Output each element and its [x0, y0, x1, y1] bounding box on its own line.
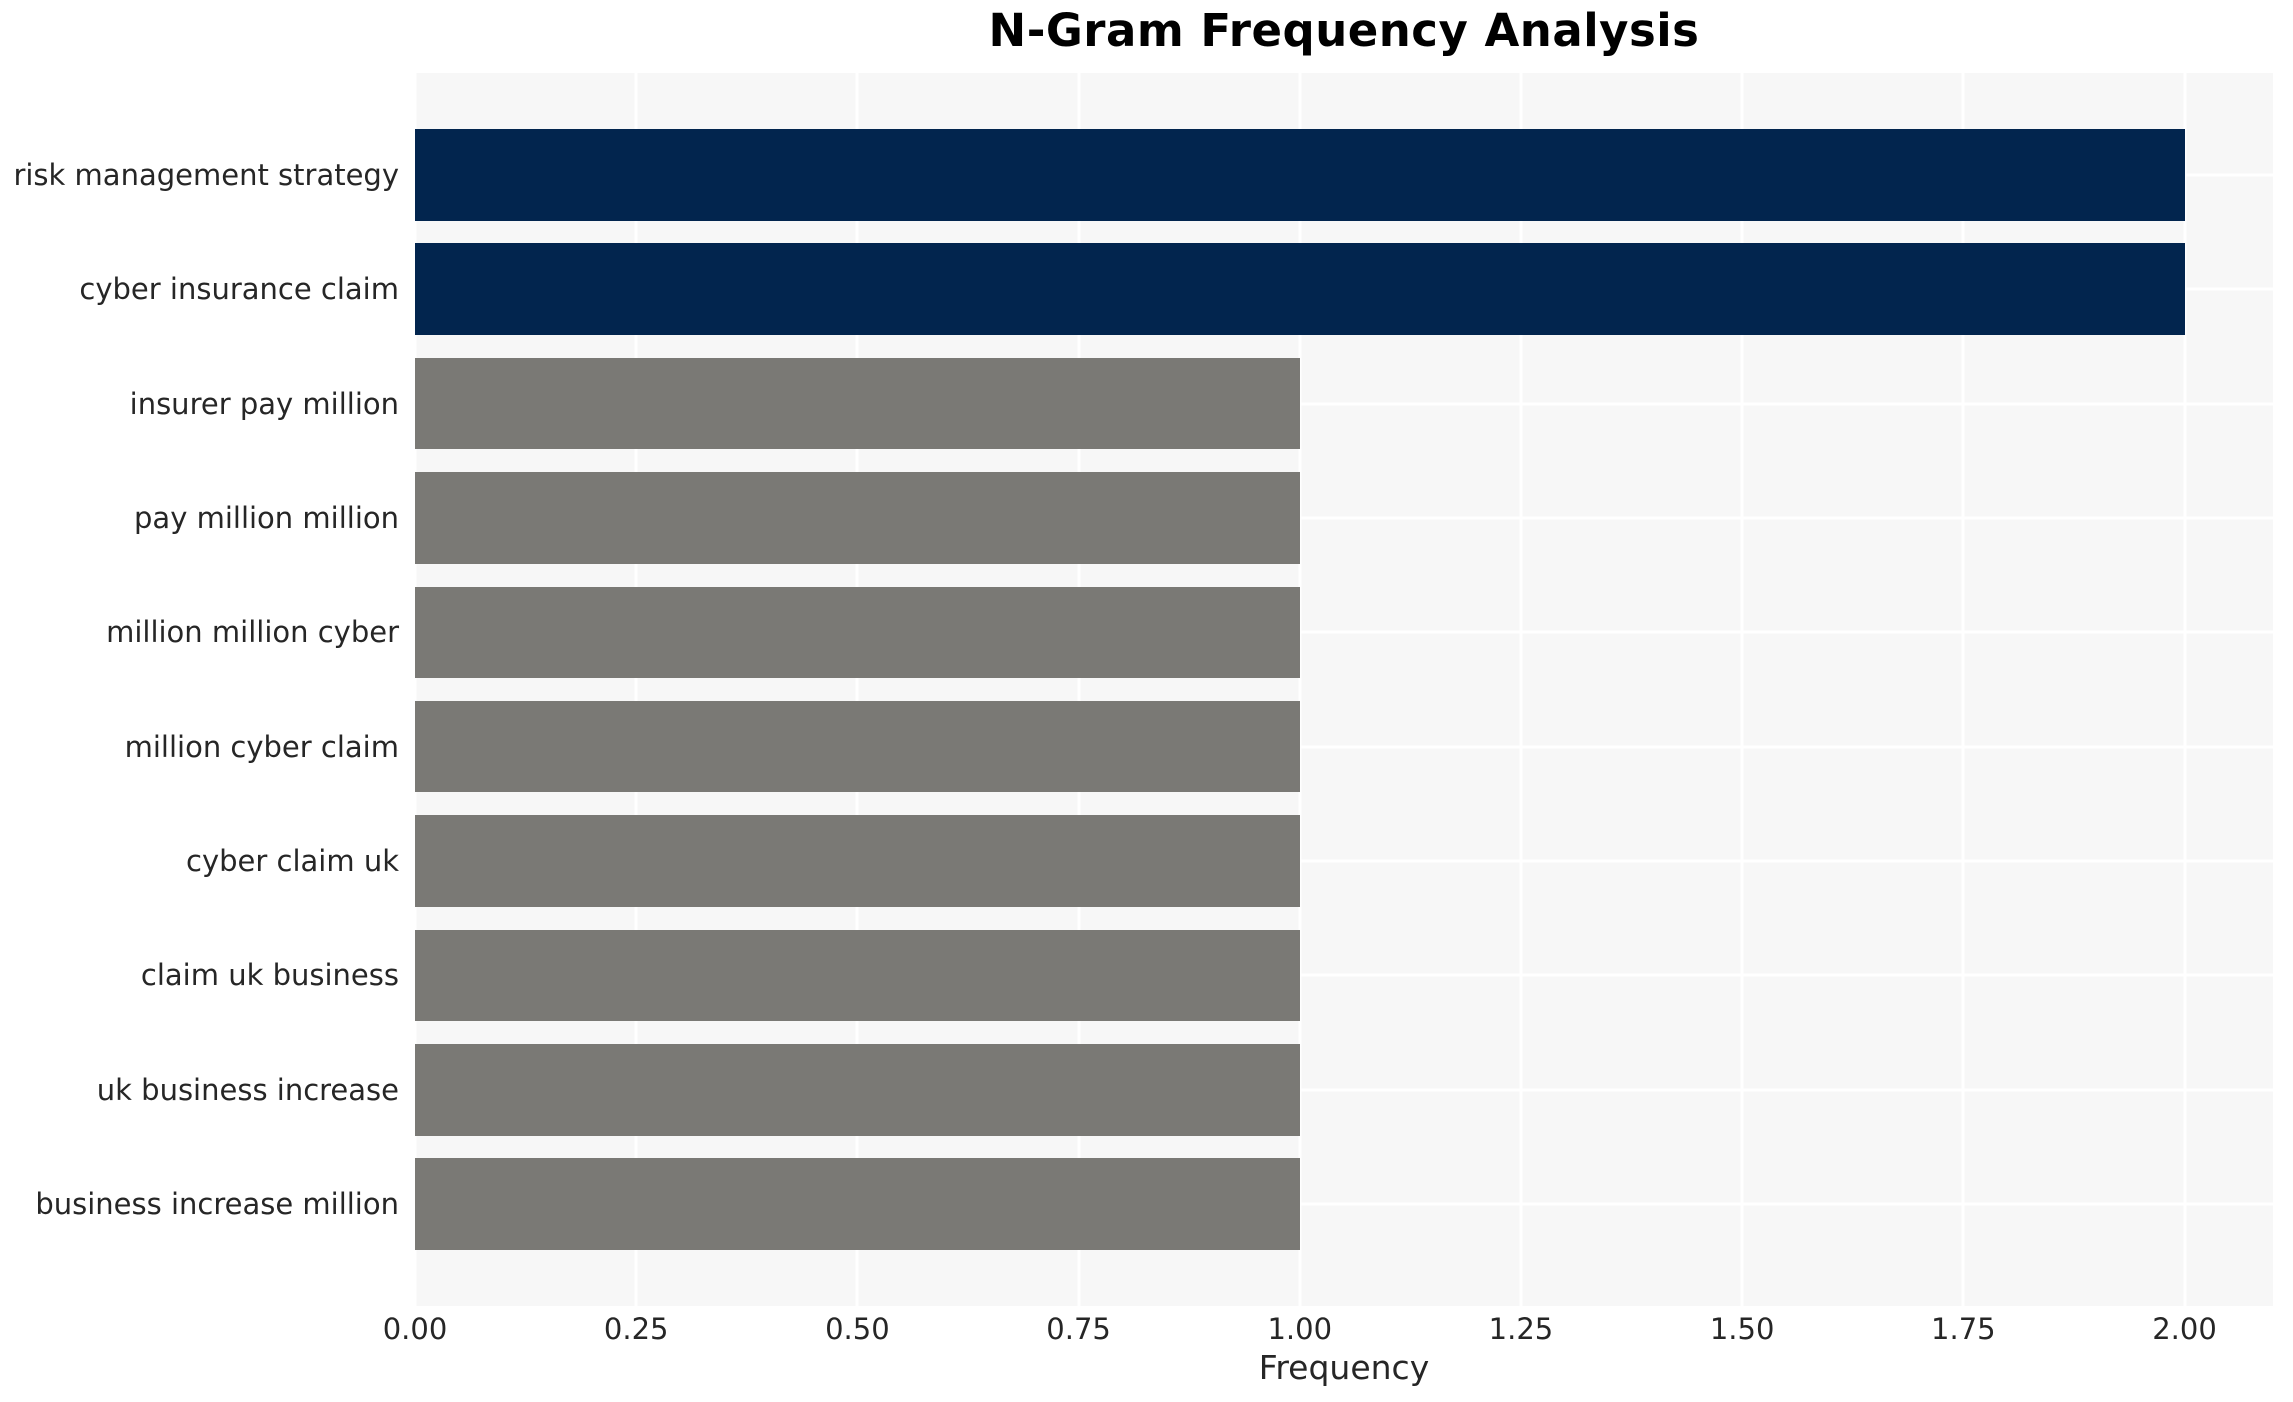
bar: [415, 243, 2185, 335]
bar: [415, 586, 1300, 679]
gridline-vertical: [1961, 73, 1965, 1306]
gridline-horizontal: [415, 516, 2273, 520]
y-axis-label: cyber claim uk: [186, 844, 399, 879]
bar: [415, 472, 1300, 564]
x-axis-tick-label: 0.00: [382, 1312, 448, 1346]
x-axis-title: Frequency: [1258, 1348, 1430, 1387]
y-axis-label: million cyber claim: [124, 729, 399, 764]
y-axis-label: risk management strategy: [13, 157, 399, 192]
bar: [415, 1044, 1300, 1136]
gridline-horizontal: [415, 402, 2273, 406]
x-axis-tick-label: 1.50: [1709, 1312, 1775, 1346]
bar: [415, 700, 1300, 793]
gridline-horizontal: [415, 859, 2273, 863]
y-axis: risk management strategy cyber insurance …: [0, 73, 399, 1306]
gridline-vertical: [1077, 73, 1081, 1306]
gridline-horizontal: [415, 1202, 2273, 1206]
y-axis-label: uk business increase: [96, 1072, 399, 1107]
gridline-horizontal: [415, 630, 2273, 634]
bar: [415, 929, 1300, 1022]
x-axis-tick-label: 0.25: [603, 1312, 669, 1346]
gridline-vertical: [1519, 73, 1523, 1306]
bar: [415, 129, 2185, 221]
bar: [415, 1158, 1300, 1250]
x-axis-tick-label: 2.00: [2152, 1312, 2217, 1346]
x-axis-tick-label: 1.75: [1931, 1312, 1996, 1346]
gridline-vertical: [634, 73, 638, 1306]
y-axis-label: insurer pay million: [129, 386, 399, 421]
y-axis-label: pay million million: [134, 500, 399, 535]
x-axis: 0.00 0.25 0.50 0.75 1.00 1.25 1.50 1.75 2.00: [383, 1312, 2273, 1352]
gridline-vertical: [855, 73, 859, 1306]
gridline-horizontal: [415, 1088, 2273, 1092]
bar: [415, 815, 1300, 907]
bar: [415, 357, 1300, 450]
y-axis-label: cyber insurance claim: [79, 272, 399, 307]
gridline-vertical: [2183, 73, 2187, 1306]
x-axis-tick-label: 1.00: [1267, 1312, 1333, 1346]
gridline-vertical: [415, 73, 417, 1306]
y-axis-label: claim uk business: [140, 958, 399, 993]
gridline-horizontal: [415, 745, 2273, 749]
x-axis-tick-label: 1.25: [1488, 1312, 1554, 1346]
gridline-vertical: [1740, 73, 1744, 1306]
x-axis-tick-label: 0.75: [1046, 1312, 1111, 1346]
gridline-horizontal: [415, 973, 2273, 977]
y-axis-label: million million cyber: [106, 615, 399, 650]
chart-title: N-Gram Frequency Analysis: [988, 4, 1700, 57]
plot-area: [415, 73, 2273, 1306]
y-axis-label: business increase million: [35, 1187, 399, 1222]
gridline-vertical: [1298, 73, 1302, 1306]
x-axis-tick-label: 0.50: [825, 1312, 890, 1346]
